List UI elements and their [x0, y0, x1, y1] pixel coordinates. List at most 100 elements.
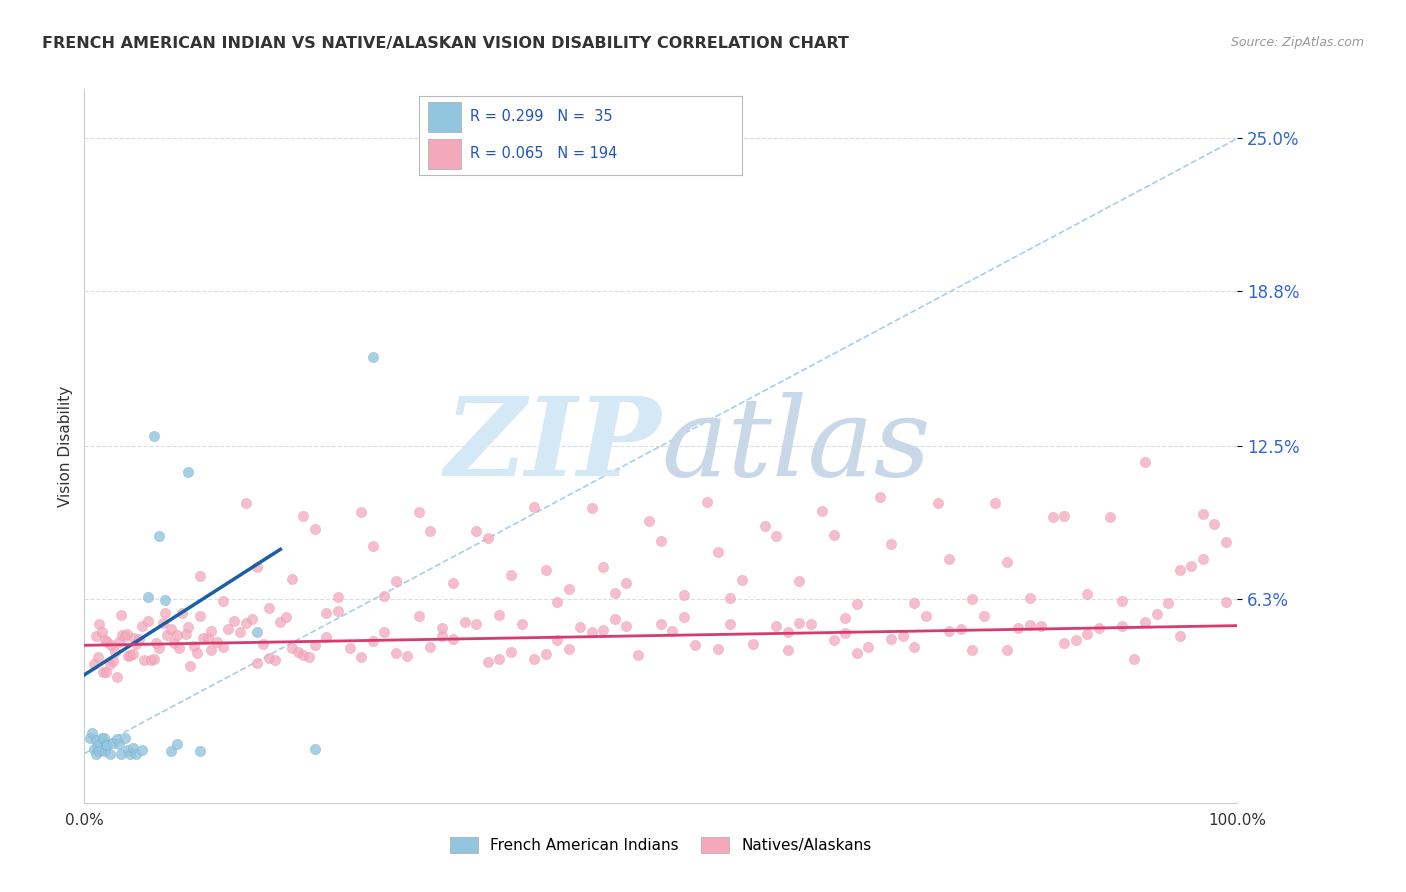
Point — [87, 738, 110, 752]
Point — [465, 524, 488, 538]
Point — [89, 616, 111, 631]
Point — [1133, 615, 1156, 629]
Point — [707, 642, 730, 657]
Point — [167, 641, 190, 656]
Point — [1088, 621, 1111, 635]
Point — [499, 568, 522, 582]
Point — [200, 624, 222, 638]
Point — [685, 638, 707, 652]
Text: atlas: atlas — [661, 392, 931, 500]
Point — [1099, 510, 1122, 524]
Point — [823, 633, 845, 648]
Point — [477, 656, 499, 670]
Point — [960, 591, 983, 606]
Point — [339, 640, 361, 655]
Point — [384, 574, 406, 588]
Point — [408, 505, 430, 519]
Point — [122, 631, 145, 645]
Point — [1076, 627, 1098, 641]
Point — [166, 628, 188, 642]
Point — [105, 670, 128, 684]
Point — [326, 604, 349, 618]
Point — [98, 747, 121, 761]
Point — [384, 646, 406, 660]
Point — [650, 616, 672, 631]
Point — [488, 652, 510, 666]
Point — [546, 594, 568, 608]
Point — [148, 529, 170, 543]
Point — [145, 636, 167, 650]
Point — [1157, 596, 1180, 610]
Point — [361, 350, 384, 364]
Point — [105, 732, 128, 747]
Point — [218, 622, 240, 636]
Point — [87, 650, 110, 665]
Point — [156, 628, 179, 642]
Point — [869, 490, 891, 504]
Point — [557, 582, 579, 597]
Point — [811, 504, 834, 518]
Point — [103, 654, 124, 668]
Point — [276, 609, 298, 624]
Point — [477, 531, 499, 545]
Point — [252, 637, 274, 651]
Point — [304, 638, 326, 652]
Point — [141, 653, 163, 667]
Point — [121, 648, 143, 662]
Point — [730, 573, 752, 587]
Point — [205, 634, 228, 648]
Point — [938, 624, 960, 639]
Point — [110, 608, 132, 623]
Point — [152, 615, 174, 630]
Point — [845, 597, 868, 611]
Point — [287, 645, 309, 659]
Point — [373, 624, 395, 639]
Point — [1018, 591, 1040, 605]
Point — [350, 650, 373, 665]
Point — [858, 640, 880, 655]
Point — [1133, 455, 1156, 469]
Point — [430, 621, 453, 635]
Text: FRENCH AMERICAN INDIAN VS NATIVE/ALASKAN VISION DISABILITY CORRELATION CHART: FRENCH AMERICAN INDIAN VS NATIVE/ALASKAN… — [42, 36, 849, 51]
Point — [90, 624, 112, 639]
Point — [350, 505, 373, 519]
Point — [1146, 607, 1168, 621]
Point — [179, 659, 201, 673]
Point — [499, 645, 522, 659]
Point — [211, 594, 233, 608]
Point — [153, 607, 176, 621]
Point — [136, 614, 159, 628]
Point — [224, 614, 246, 628]
Point — [1111, 594, 1133, 608]
Point — [131, 743, 153, 757]
Point — [650, 533, 672, 548]
Point — [430, 629, 453, 643]
Point — [121, 740, 143, 755]
Point — [96, 738, 118, 752]
Point — [114, 630, 136, 644]
Point — [707, 545, 730, 559]
Point — [419, 524, 441, 538]
Point — [257, 601, 280, 615]
Point — [82, 726, 104, 740]
Point — [188, 568, 211, 582]
Point — [512, 616, 534, 631]
Point — [108, 634, 131, 648]
Point — [984, 496, 1007, 510]
Point — [120, 648, 142, 662]
Point — [235, 496, 257, 510]
Point — [960, 643, 983, 657]
Point — [91, 665, 114, 679]
Point — [1191, 552, 1213, 566]
Point — [1053, 635, 1076, 649]
Point — [557, 642, 579, 657]
Text: ZIP: ZIP — [444, 392, 661, 500]
Point — [823, 528, 845, 542]
Point — [1031, 618, 1053, 632]
Point — [787, 616, 810, 631]
Point — [661, 624, 683, 639]
Point — [166, 737, 188, 751]
Point — [292, 509, 315, 524]
Point — [569, 620, 592, 634]
Point — [903, 596, 925, 610]
